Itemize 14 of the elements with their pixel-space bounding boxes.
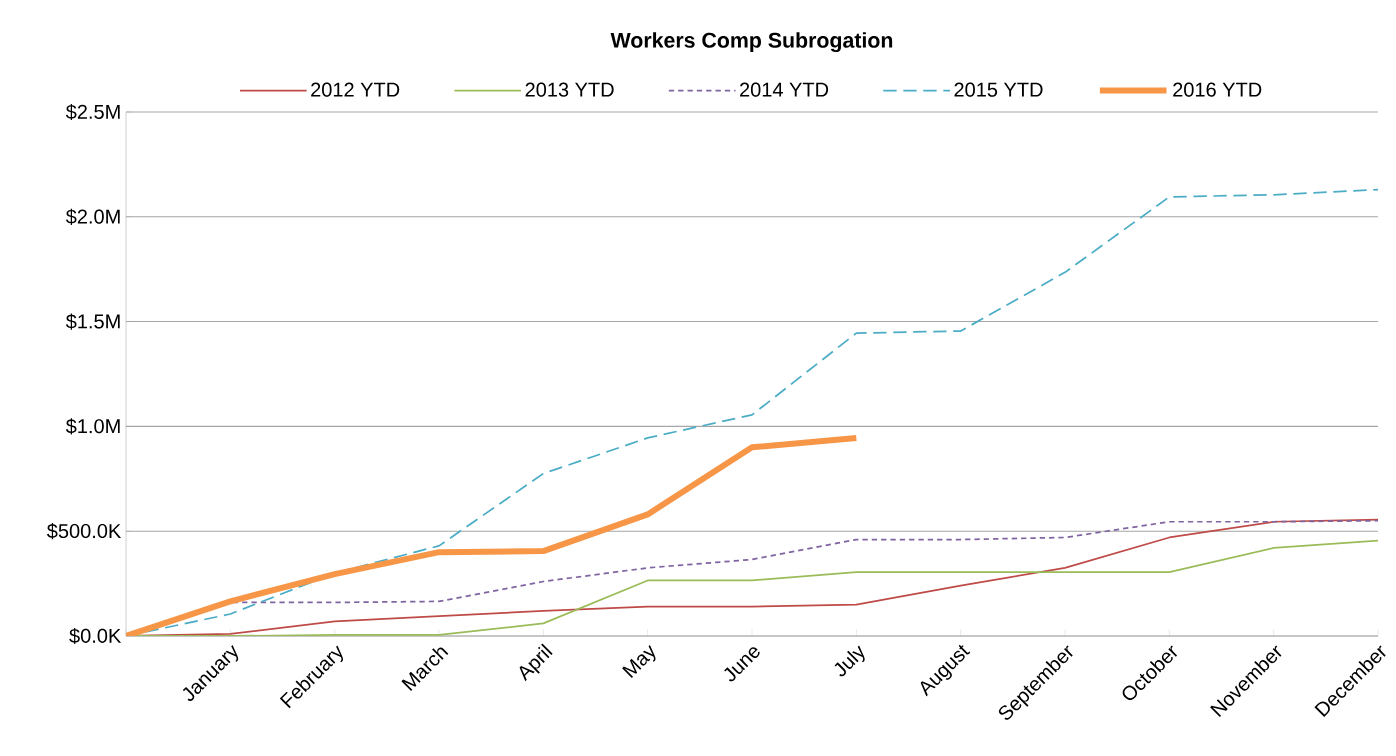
y-tick-label: $1.5M (65, 313, 120, 330)
x-tick-label: May (622, 644, 656, 678)
x-tick-label: July (834, 645, 865, 677)
legend-label: 2013 YTD (525, 82, 614, 97)
y-tick-label: $1.0M (65, 418, 120, 435)
chart-title: Workers Comp Subrogation (610, 32, 893, 53)
y-tick-label: $500.0K (47, 523, 122, 540)
y-tick-label: $2.0M (65, 208, 120, 225)
legend-label: 2014 YTD (740, 82, 829, 97)
y-tick-label: $2.5M (65, 103, 120, 121)
legend-label: 2016 YTD (1173, 82, 1262, 97)
legend-label: 2015 YTD (954, 82, 1043, 97)
y-tick-label: $0.0K (69, 627, 122, 645)
legend-label: 2012 YTD (311, 82, 400, 97)
